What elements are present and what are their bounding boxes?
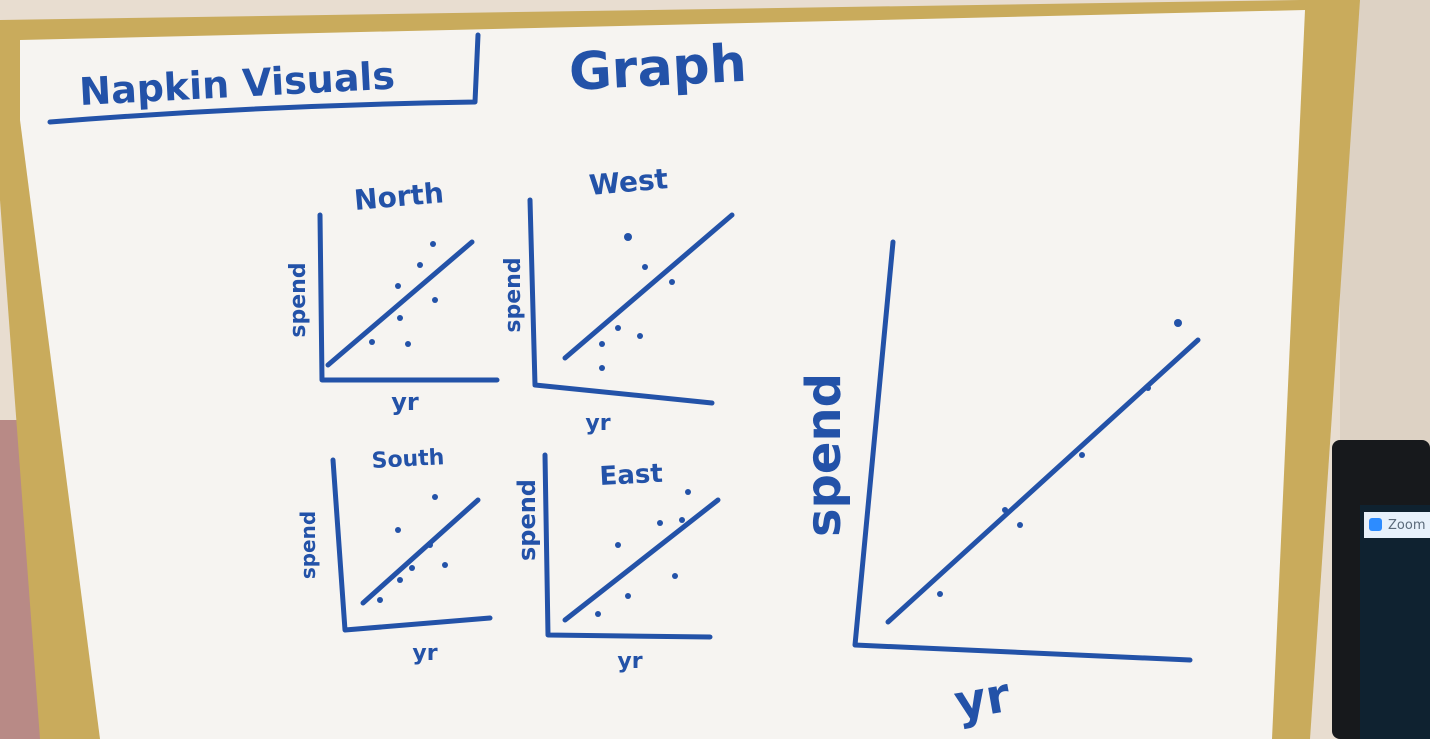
axes [527,197,715,406]
dot [615,542,621,548]
dot [937,591,943,597]
dot [397,577,403,583]
panel-title: East [599,459,664,492]
y-label: spend [796,373,852,537]
trend-line [562,497,721,623]
dot [405,341,411,347]
dot [442,562,448,568]
dot [1145,385,1151,391]
y-label: spend [286,262,311,337]
x-label: yr [617,649,642,674]
dot [395,527,401,533]
dot [637,333,643,339]
dot [599,341,605,347]
subtitle: Graph [568,34,749,103]
x-label: yr [391,388,419,416]
axes [852,239,1193,663]
trend-line [562,212,735,361]
zoom-label: Zoom [1388,518,1425,533]
dot [679,517,685,523]
dot [595,611,601,617]
dot [409,565,415,571]
x-label: yr [412,641,437,666]
dot [642,264,648,270]
dot [625,593,631,599]
dot [615,325,621,331]
dot [377,597,383,603]
trend-line [325,239,475,368]
dot [1174,319,1182,327]
y-label: spend [296,511,320,579]
axes [317,212,500,383]
dot [657,520,663,526]
y-label: spend [513,479,541,561]
dot [624,233,632,241]
y-label: spend [501,257,526,332]
dot [672,573,678,579]
axes [542,452,713,640]
dot [430,241,436,247]
dot [1017,522,1023,528]
zoom-icon [1369,518,1382,531]
title-underline [47,32,481,125]
dot [685,489,691,495]
panel-title: North [353,176,445,217]
panel-main: spend yr [796,239,1201,732]
board-surface [20,10,1305,739]
panel-title: South [371,445,445,474]
axes [330,457,493,633]
dot [395,283,401,289]
dot [1079,452,1085,458]
dot [1002,507,1008,513]
dot [432,494,438,500]
panel-west: West spend yr [501,162,735,436]
dot [669,279,675,285]
dot [417,262,423,268]
dot [397,315,403,321]
dot [599,365,605,371]
x-label: yr [950,667,1014,732]
dot [432,297,438,303]
x-label: yr [585,411,610,436]
dot [369,339,375,345]
panel-title: West [588,162,670,202]
panel-east: East spend yr [513,452,721,674]
dot [427,542,433,548]
monitor-screen [1360,505,1430,739]
panel-north: North spend yr [286,176,500,416]
trend-line [360,497,481,606]
panel-south: South spend yr [296,445,493,666]
